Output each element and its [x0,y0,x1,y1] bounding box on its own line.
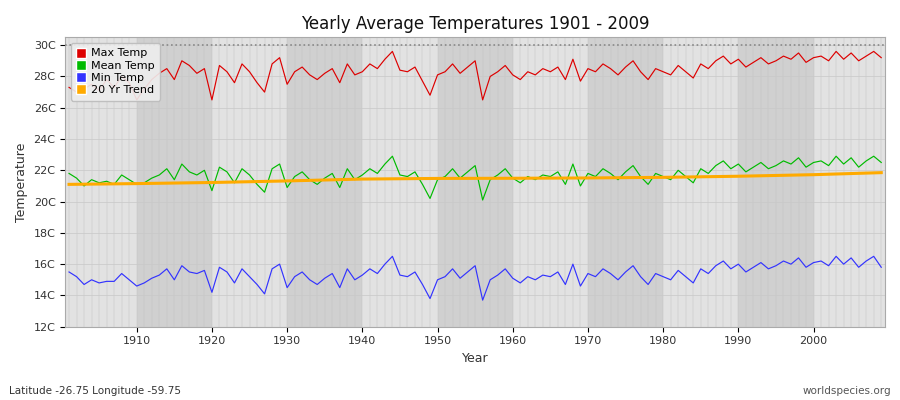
Bar [513,37,588,327]
Bar [588,37,663,327]
Bar [61,37,137,327]
Text: worldspecies.org: worldspecies.org [803,386,891,396]
Legend: Max Temp, Mean Temp, Min Temp, 20 Yr Trend: Max Temp, Mean Temp, Min Temp, 20 Yr Tre… [71,43,160,101]
Bar [212,37,287,327]
Text: Latitude -26.75 Longitude -59.75: Latitude -26.75 Longitude -59.75 [9,386,181,396]
Bar [814,37,889,327]
Bar [437,37,513,327]
X-axis label: Year: Year [462,352,489,365]
Bar [889,37,900,327]
Bar [738,37,814,327]
Title: Yearly Average Temperatures 1901 - 2009: Yearly Average Temperatures 1901 - 2009 [301,15,650,33]
Bar [137,37,211,327]
Y-axis label: Temperature: Temperature [15,142,28,222]
Bar [363,37,437,327]
Bar [663,37,738,327]
Bar [287,37,363,327]
